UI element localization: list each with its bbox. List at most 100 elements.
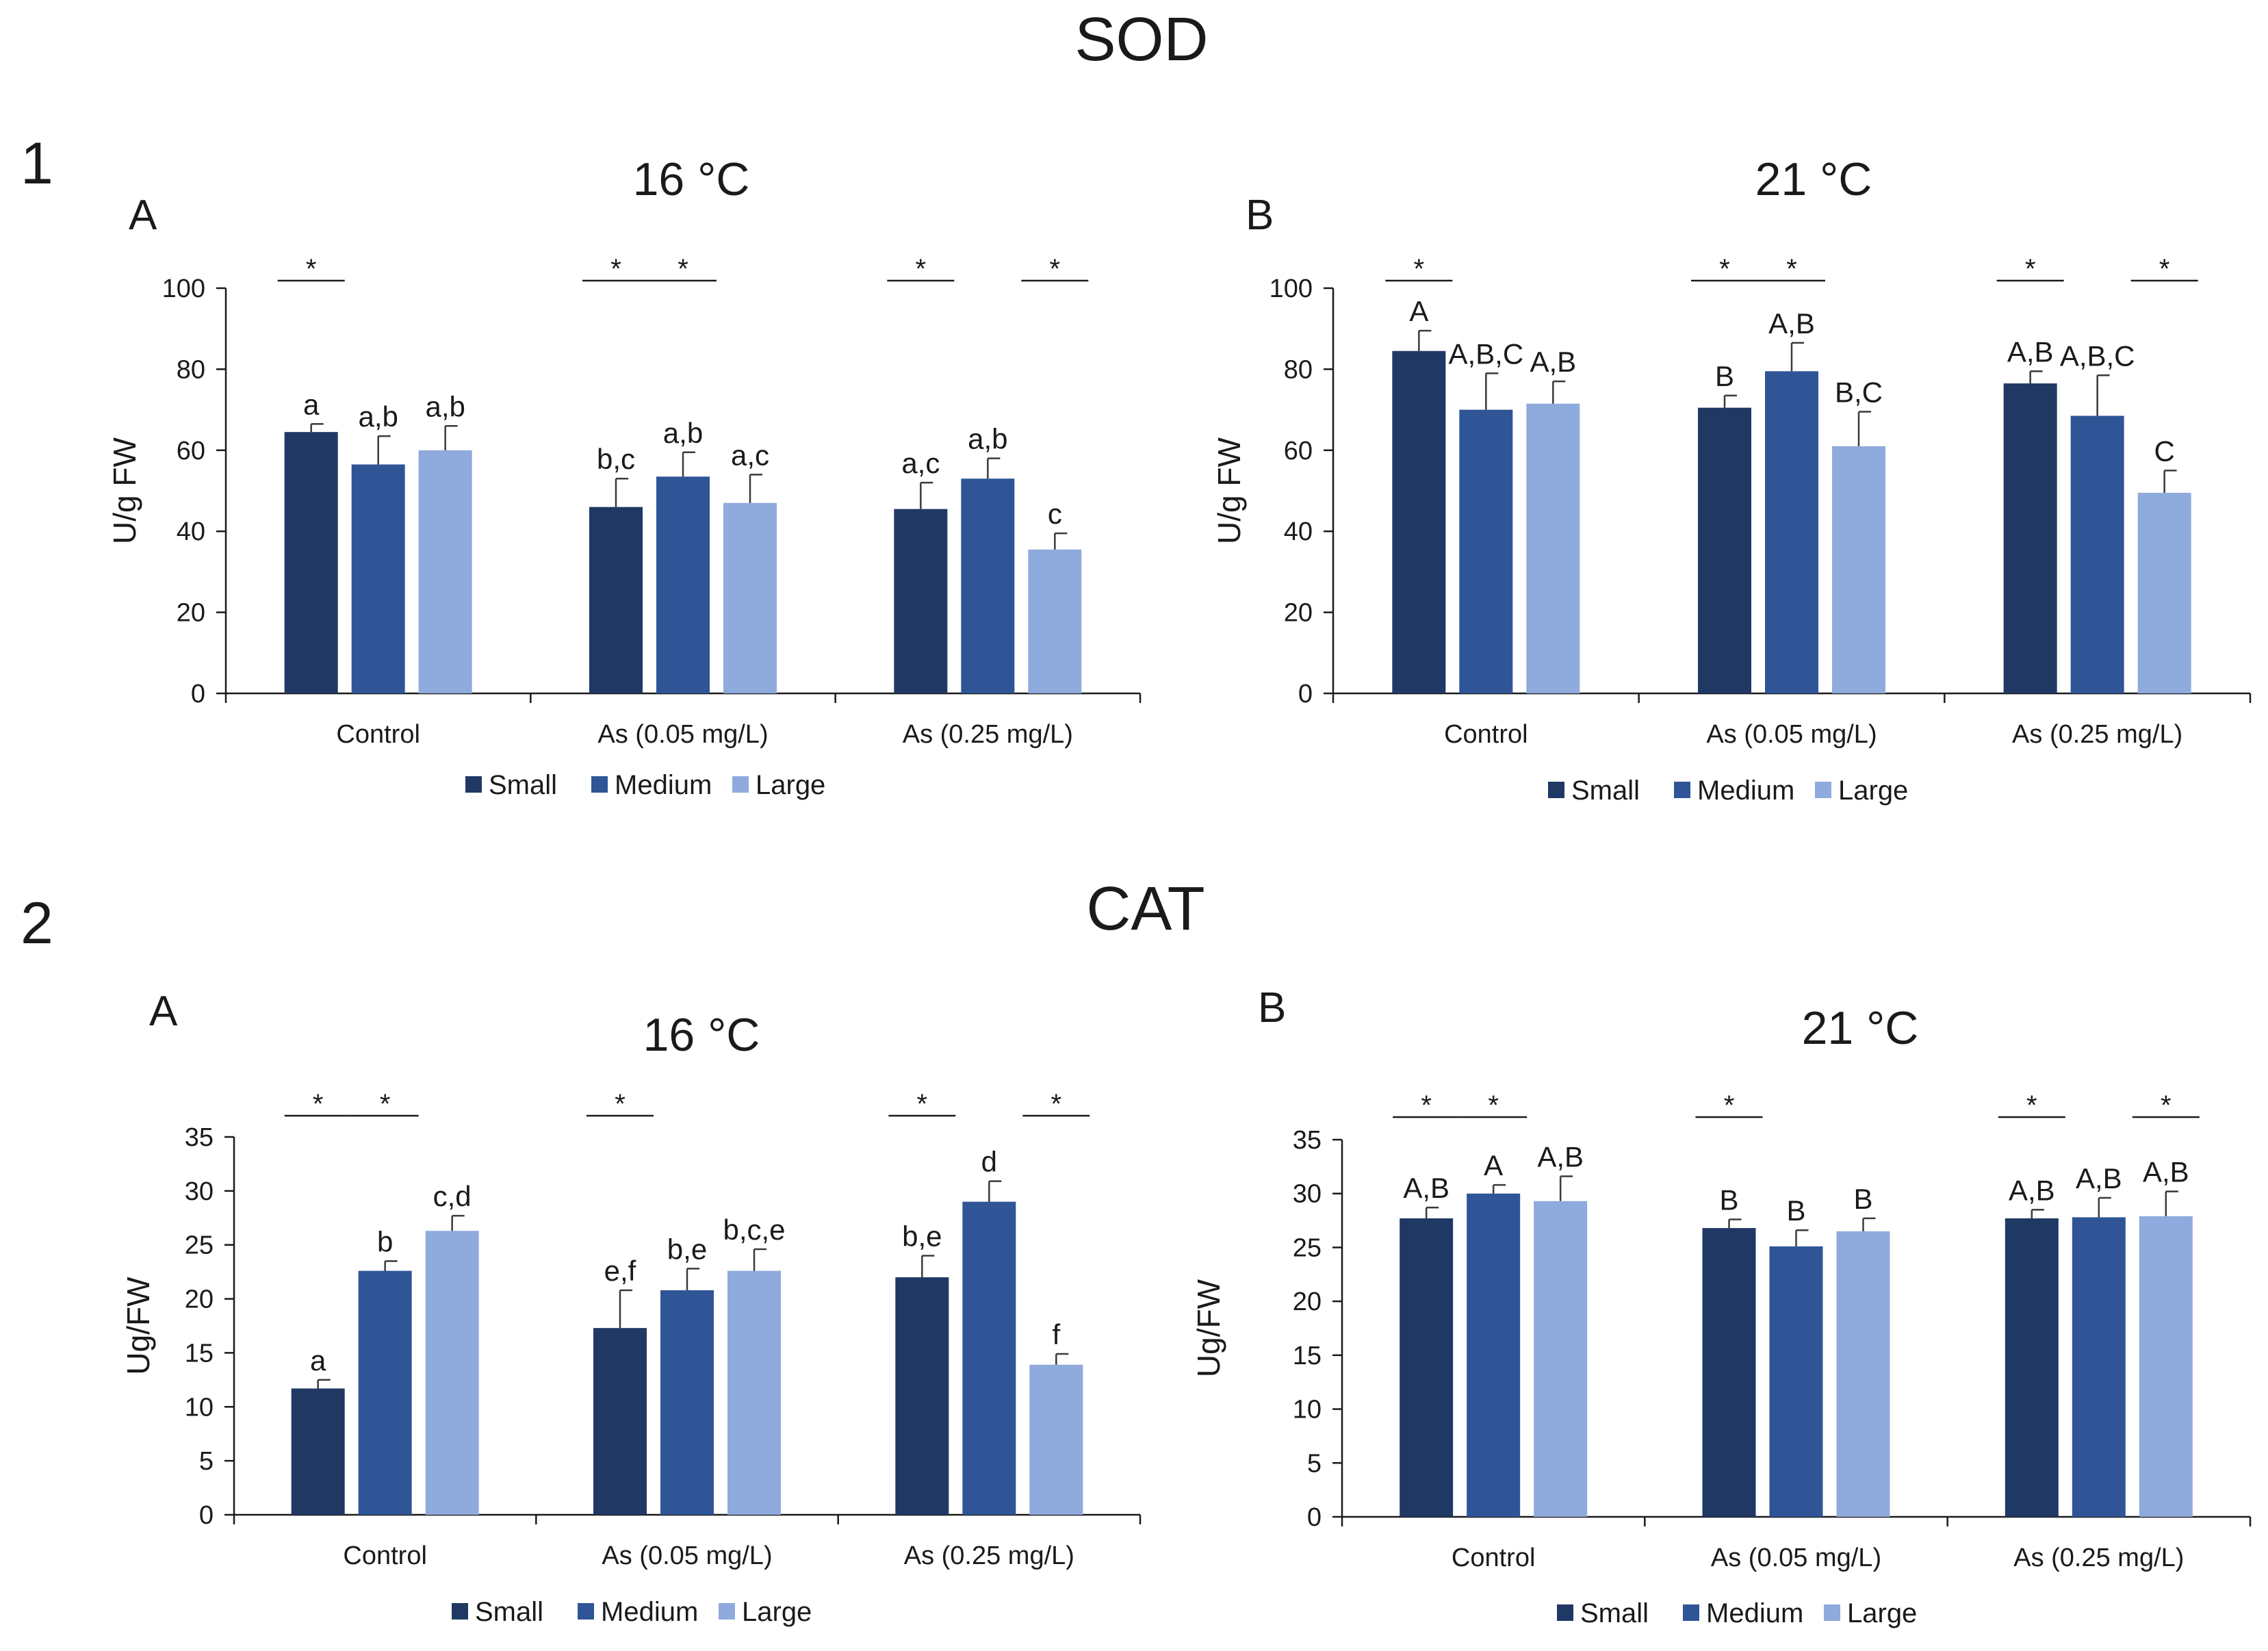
- x-category-label: As (0.05 mg/L): [1706, 720, 1877, 749]
- significance-asterisk: *: [2161, 1090, 2172, 1121]
- significance-letter: a,b: [358, 400, 398, 433]
- legend-swatch-small: [465, 776, 482, 793]
- legend-label-small: Small: [489, 770, 557, 800]
- y-tick-label: 30: [185, 1177, 214, 1206]
- legend-label-small: Small: [1580, 1598, 1649, 1628]
- y-tick-label: 35: [1293, 1126, 1322, 1155]
- y-axis-label: U/g FW: [1211, 437, 1247, 543]
- bar-medium: [351, 464, 405, 693]
- bar-medium: [1769, 1246, 1823, 1517]
- significance-letter: B: [1853, 1183, 1872, 1215]
- panel-title: 16 °C: [643, 1009, 760, 1061]
- panel-title: 21 °C: [1802, 1002, 1919, 1054]
- legend-swatch-medium: [578, 1603, 594, 1620]
- legend-swatch-medium: [1674, 782, 1690, 798]
- bar-small: [291, 1388, 345, 1515]
- significance-asterisk: *: [2026, 1090, 2037, 1121]
- significance-asterisk: *: [2025, 254, 2036, 284]
- significance-asterisk: *: [1719, 254, 1730, 284]
- bar-medium: [358, 1270, 412, 1515]
- x-category-label: As (0.25 mg/L): [904, 1541, 1074, 1570]
- bar-large: [1028, 549, 1082, 693]
- significance-letter: d: [981, 1146, 997, 1178]
- y-tick-label: 100: [162, 274, 205, 303]
- legend-label-medium: Medium: [1697, 776, 1794, 806]
- significance-letter: A,B: [1768, 307, 1815, 340]
- y-tick-label: 60: [177, 437, 205, 465]
- significance-asterisk: *: [1051, 1089, 1062, 1119]
- significance-letter: c,d: [433, 1180, 472, 1212]
- y-tick-label: 0: [199, 1501, 214, 1530]
- y-tick-label: 25: [185, 1231, 214, 1260]
- significance-letter: A,B: [2007, 335, 2054, 368]
- significance-letter: A: [1484, 1149, 1503, 1181]
- significance-letter: A,B: [2076, 1162, 2122, 1194]
- significance-letter: A,B: [1530, 346, 1576, 378]
- sod-21c-panel: 21 °C B U/g FW 0 20 40 60 80 100 Control As (0.05 …: [1211, 153, 2252, 806]
- y-tick-label: 0: [1298, 680, 1313, 708]
- significance-asterisk: *: [313, 1089, 324, 1119]
- bar-small: [894, 509, 948, 693]
- y-tick-label: 80: [1284, 355, 1313, 384]
- significance-asterisk: *: [1050, 254, 1061, 284]
- significance-letter: a,b: [425, 390, 465, 422]
- significance-asterisk: *: [615, 1089, 626, 1119]
- significance-asterisk: *: [917, 1089, 928, 1119]
- significance-letter: b: [377, 1225, 393, 1257]
- bar-medium: [660, 1290, 714, 1515]
- legend-label-small: Small: [1571, 776, 1640, 806]
- significance-asterisk: *: [1488, 1090, 1499, 1121]
- bar-medium: [2072, 1217, 2126, 1517]
- y-tick-label: 60: [1284, 437, 1313, 465]
- significance-letter: a,b: [968, 423, 1007, 455]
- panel-title: 21 °C: [1755, 153, 1872, 205]
- bar-medium: [961, 478, 1015, 693]
- y-tick-label: 20: [177, 599, 205, 628]
- bar-large: [727, 1270, 781, 1515]
- y-tick-label: 10: [185, 1393, 214, 1422]
- bar-small: [1400, 1218, 1454, 1517]
- y-tick-label: 10: [1293, 1396, 1322, 1424]
- significance-asterisk: *: [1421, 1090, 1432, 1121]
- significance-asterisk: *: [1786, 254, 1797, 284]
- significance-letter: A,B,C: [1448, 337, 1523, 370]
- legend-swatch-medium: [1683, 1604, 1699, 1621]
- y-tick-label: 0: [1307, 1503, 1322, 1532]
- x-category-label: As (0.05 mg/L): [602, 1541, 772, 1570]
- significance-asterisk: *: [678, 254, 688, 284]
- section-2-title: CAT: [1086, 875, 1204, 943]
- legend-swatch-medium: [591, 776, 608, 793]
- legend-label-small: Small: [475, 1597, 543, 1627]
- significance-asterisk: *: [306, 254, 317, 284]
- significance-asterisk: *: [380, 1089, 391, 1119]
- x-category-label: Control: [343, 1541, 427, 1570]
- x-category-label: As (0.25 mg/L): [903, 720, 1073, 749]
- legend-label-medium: Medium: [615, 770, 712, 800]
- bar-large: [1832, 446, 1885, 693]
- bar-large: [2139, 1216, 2193, 1517]
- bar-small: [589, 507, 643, 693]
- y-tick-label: 80: [177, 355, 205, 384]
- y-tick-label: 20: [1284, 599, 1313, 628]
- significance-letter: b,c: [597, 443, 635, 475]
- significance-asterisk: *: [2159, 254, 2170, 284]
- significance-letter: f: [1052, 1318, 1060, 1351]
- significance-letter: b,e: [902, 1220, 942, 1252]
- significance-letter: A: [1409, 295, 1428, 327]
- significance-letter: c: [1048, 498, 1062, 530]
- significance-letter: B,C: [1835, 376, 1883, 409]
- bar-large: [1029, 1364, 1083, 1515]
- cat-21c-panel: 21 °C B Ug/FW 0 5 10 15 20 25 30 35 Control As (0.05…: [1191, 984, 2252, 1628]
- legend-label-large: Large: [756, 770, 825, 800]
- cat-16c-panel: 16 °C A Ug/FW 0 5 10 15 20 25 30 35 Control As (0.05…: [120, 988, 1142, 1627]
- legend-swatch-large: [1815, 782, 1831, 798]
- bar-medium: [1765, 371, 1818, 693]
- significance-letter: e,f: [604, 1255, 636, 1287]
- y-tick-label: 20: [185, 1285, 214, 1314]
- legend-swatch-large: [719, 1603, 735, 1620]
- bar-large: [418, 450, 472, 693]
- bar-large: [1526, 403, 1580, 693]
- bar-small: [593, 1328, 647, 1515]
- significance-letter: b,c,e: [723, 1214, 785, 1246]
